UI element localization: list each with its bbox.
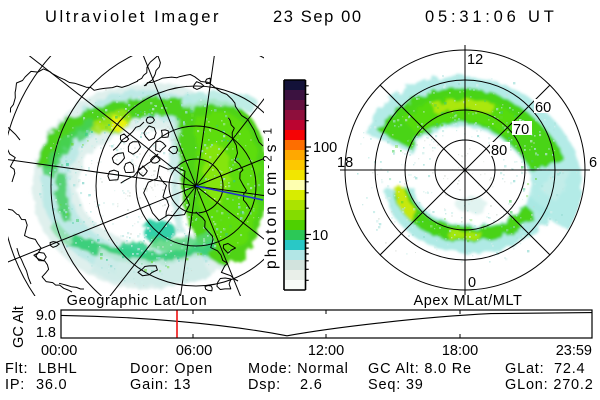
svg-text:05:31:06 UT: 05:31:06 UT [425,8,558,26]
svg-text:23 Sep 00: 23 Sep 00 [273,8,363,26]
svg-text:photon cm-2s-1: photon cm-2s-1 [263,125,281,269]
svg-text:10: 10 [312,228,328,244]
svg-text:9.0: 9.0 [36,308,56,324]
svg-text:6: 6 [589,155,597,171]
svg-text:18:00: 18:00 [442,343,478,359]
svg-text:Ultraviolet Imager: Ultraviolet Imager [45,8,221,26]
svg-text:GLon: 270.2: GLon: 270.2 [505,377,594,393]
svg-text:0: 0 [468,275,476,291]
svg-text:1.8: 1.8 [36,325,56,341]
svg-text:IP:36.0: IP: 36.0 [5,377,67,393]
svg-text:Flt:LBHL: Flt: LBHL [5,361,77,377]
svg-text:Mode: Normal: Mode: Normal [248,361,349,377]
svg-text:Seq: 39: Seq: 39 [368,377,424,393]
svg-text:GC Alt: GC Alt [11,306,27,348]
svg-text:23:59: 23:59 [556,343,592,359]
svg-text:18: 18 [337,155,353,171]
svg-text:70: 70 [513,122,529,138]
svg-text:00:00: 00:00 [41,343,77,359]
svg-text:06:00: 06:00 [176,343,212,359]
svg-text:12: 12 [467,52,483,68]
svg-text:Door: Open: Door: Open [130,361,213,377]
svg-text:12:00: 12:00 [308,343,344,359]
svg-text:Geographic Lat/Lon: Geographic Lat/Lon [67,293,208,309]
svg-text:100: 100 [313,140,337,156]
svg-text:Gain: 13: Gain: 13 [130,377,191,393]
svg-text:Apex MLat/MLT: Apex MLat/MLT [413,293,522,309]
svg-text:60: 60 [535,100,551,116]
svg-text:GC Alt: 8.0 Re: GC Alt: 8.0 Re [368,361,472,377]
svg-text:80: 80 [491,143,507,159]
